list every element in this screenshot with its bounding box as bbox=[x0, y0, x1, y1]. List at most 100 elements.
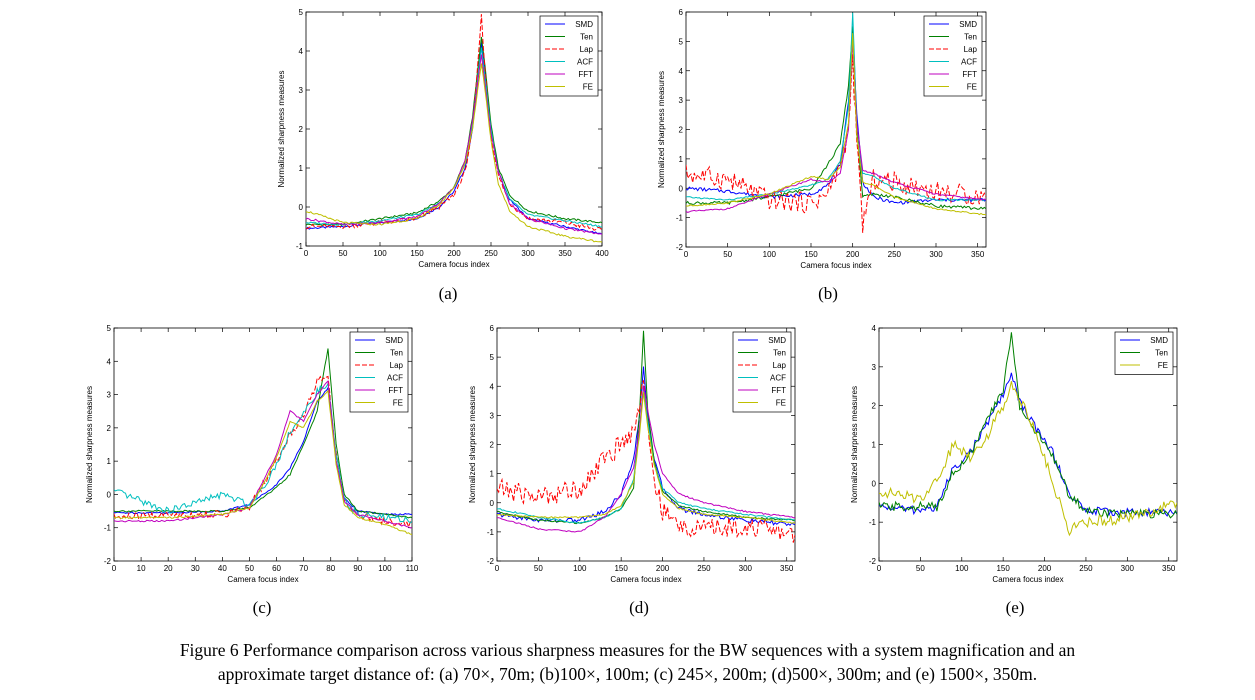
series-ACF bbox=[497, 386, 795, 524]
y-tick-label: 1 bbox=[107, 457, 112, 466]
series-FE bbox=[306, 63, 602, 243]
legend-label-Ten: Ten bbox=[1155, 349, 1168, 358]
x-tick-label: 150 bbox=[996, 564, 1010, 573]
y-tick-label: -2 bbox=[104, 557, 112, 566]
legend: SMD Ten Lap ACF FFT FE bbox=[923, 15, 983, 97]
y-tick-label: -1 bbox=[487, 528, 495, 537]
x-tick-label: 40 bbox=[218, 564, 227, 573]
legend-label-FFT: FFT bbox=[578, 70, 593, 79]
chart-c: 0 10 20 30 40 50 60 70 80 90 100 110 -2 -1 0 1 2 3 4 5 Camer… bbox=[85, 324, 419, 584]
panel-label-e: (e) bbox=[1005, 598, 1025, 617]
legend-label-FFT: FFT bbox=[388, 386, 403, 395]
x-axis-label: Camera focus index bbox=[610, 575, 681, 584]
y-tick-label: 1 bbox=[872, 441, 877, 450]
series-FE bbox=[497, 392, 795, 524]
y-tick-label: -1 bbox=[104, 524, 112, 533]
y-tick-label: -2 bbox=[487, 557, 495, 566]
legend-box bbox=[539, 15, 599, 97]
x-axis-label: Camera focus index bbox=[800, 261, 871, 270]
legend: SMD Ten FE bbox=[1114, 331, 1174, 375]
y-tick-label: 3 bbox=[679, 96, 684, 105]
x-tick-label: 30 bbox=[191, 564, 200, 573]
x-tick-label: 250 bbox=[484, 249, 498, 258]
y-tick-label: -1 bbox=[296, 242, 304, 251]
y-tick-label: 2 bbox=[679, 126, 684, 135]
y-tick-label: 4 bbox=[679, 67, 684, 76]
x-tick-label: 0 bbox=[495, 564, 500, 573]
y-tick-label: 4 bbox=[872, 324, 877, 333]
panel-label-a: (a) bbox=[438, 284, 458, 303]
x-tick-label: 150 bbox=[614, 564, 628, 573]
y-tick-label: 3 bbox=[299, 86, 304, 95]
series-FE bbox=[879, 381, 1177, 537]
x-tick-label: 300 bbox=[739, 564, 753, 573]
y-tick-label: 0 bbox=[679, 184, 684, 193]
legend: SMD Ten Lap ACF FFT FE bbox=[349, 331, 409, 413]
y-tick-label: 4 bbox=[107, 357, 112, 366]
legend-box bbox=[732, 331, 792, 413]
x-tick-label: 0 bbox=[877, 564, 882, 573]
y-tick-label: 0 bbox=[490, 499, 495, 508]
legend-box bbox=[1114, 331, 1174, 375]
x-tick-label: 50 bbox=[534, 564, 543, 573]
x-tick-label: 100 bbox=[955, 564, 969, 573]
y-tick-label: -2 bbox=[869, 557, 877, 566]
x-tick-label: 200 bbox=[447, 249, 461, 258]
legend-label-ACF: ACF bbox=[770, 374, 786, 383]
x-tick-label: 80 bbox=[326, 564, 335, 573]
figure-caption: Figure 6 Performance comparison across v… bbox=[0, 638, 1255, 686]
legend-label-ACF: ACF bbox=[961, 58, 977, 67]
legend-label-FE: FE bbox=[967, 83, 977, 92]
chart-e: 0 50 100 150 200 250 300 350 -2 -1 0 1 2 3 4 Camera foc… bbox=[850, 324, 1178, 584]
x-tick-label: 250 bbox=[888, 250, 902, 259]
x-tick-label: 200 bbox=[656, 564, 670, 573]
legend-label-Ten: Ten bbox=[580, 33, 593, 42]
y-tick-label: 0 bbox=[299, 203, 304, 212]
series-Lap bbox=[497, 379, 795, 543]
chart-d: 0 50 100 150 200 250 300 350 -2 -1 0 1 2 3 4 5 6 Camera f… bbox=[468, 324, 796, 584]
y-tick-label: 5 bbox=[299, 8, 304, 17]
y-tick-label: 2 bbox=[299, 125, 304, 134]
x-tick-label: 300 bbox=[929, 250, 943, 259]
legend-label-Ten: Ten bbox=[773, 349, 786, 358]
legend: SMD Ten Lap ACF FFT FE bbox=[539, 15, 599, 97]
x-axis-label: Camera focus index bbox=[227, 575, 298, 584]
x-tick-label: 150 bbox=[804, 250, 818, 259]
y-tick-label: 5 bbox=[107, 324, 112, 333]
x-tick-label: 20 bbox=[164, 564, 173, 573]
legend: SMD Ten Lap ACF FFT FE bbox=[732, 331, 792, 413]
legend-label-SMD: SMD bbox=[1150, 336, 1168, 345]
legend-label-Lap: Lap bbox=[964, 45, 978, 54]
y-tick-label: 2 bbox=[872, 402, 877, 411]
x-tick-label: 0 bbox=[304, 249, 309, 258]
y-tick-label: 4 bbox=[299, 47, 304, 56]
series-FFT bbox=[497, 385, 795, 533]
y-tick-label: -1 bbox=[869, 518, 877, 527]
legend-label-Ten: Ten bbox=[964, 33, 977, 42]
axes-box bbox=[113, 327, 413, 562]
x-tick-label: 350 bbox=[1162, 564, 1176, 573]
legend-label-Lap: Lap bbox=[773, 361, 787, 370]
y-tick-label: 5 bbox=[679, 37, 684, 46]
x-axis-label: Camera focus index bbox=[418, 260, 489, 269]
y-tick-label: 6 bbox=[490, 324, 495, 333]
x-tick-label: 50 bbox=[916, 564, 925, 573]
x-tick-label: 50 bbox=[339, 249, 348, 258]
x-tick-label: 0 bbox=[112, 564, 117, 573]
series-FFT bbox=[686, 40, 986, 213]
x-tick-label: 250 bbox=[1079, 564, 1093, 573]
series-ACF bbox=[686, 12, 986, 202]
x-tick-label: 350 bbox=[971, 250, 985, 259]
x-tick-label: 200 bbox=[1038, 564, 1052, 573]
x-axis-label: Camera focus index bbox=[992, 575, 1063, 584]
legend-box bbox=[349, 331, 409, 413]
series-SMD bbox=[114, 386, 412, 516]
y-tick-label: -2 bbox=[676, 243, 684, 252]
legend-label-ACF: ACF bbox=[387, 374, 403, 383]
x-tick-label: 200 bbox=[846, 250, 860, 259]
legend-label-Lap: Lap bbox=[580, 45, 594, 54]
y-axis-label: Normalized sharpness measures bbox=[85, 386, 94, 503]
y-tick-label: 0 bbox=[107, 490, 112, 499]
y-tick-label: 2 bbox=[107, 424, 112, 433]
y-tick-label: 1 bbox=[299, 164, 304, 173]
